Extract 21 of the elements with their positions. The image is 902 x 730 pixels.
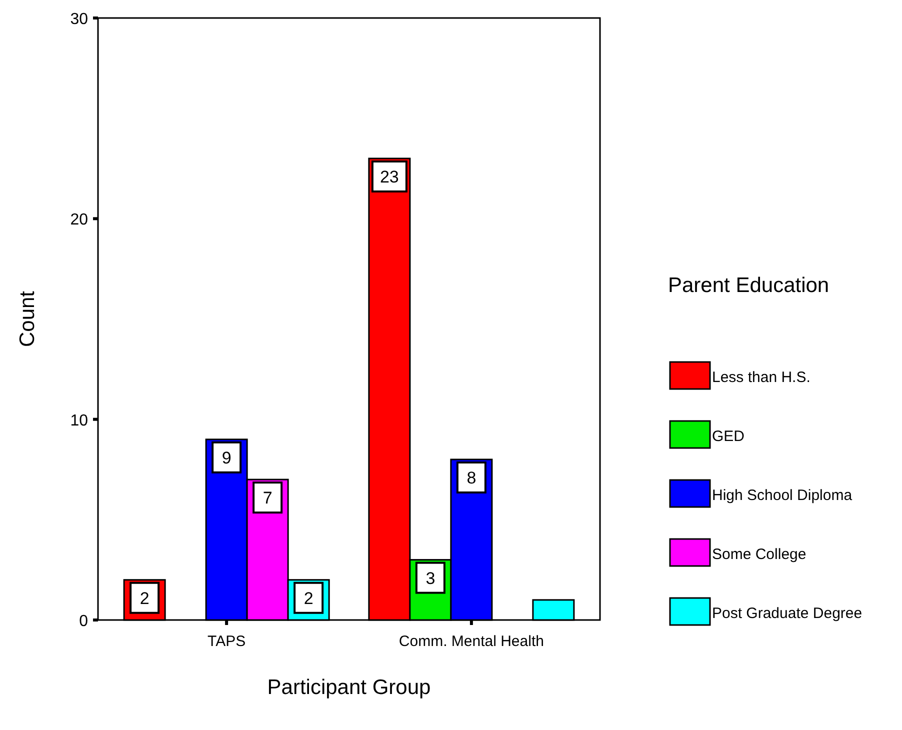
- y-tick-label: 0: [79, 613, 88, 630]
- legend-label: High School Diploma: [712, 487, 853, 504]
- data-label: 7: [262, 488, 272, 508]
- y-axis-title: Count: [16, 290, 39, 348]
- y-tick-label: 10: [70, 412, 88, 430]
- legend-label: Some College: [712, 546, 806, 563]
- data-label: 8: [466, 468, 476, 488]
- x-axis-title: Participant Group: [267, 676, 431, 699]
- y-tick-label: 20: [70, 212, 88, 229]
- data-label: 23: [380, 167, 399, 186]
- data-label: 2: [140, 588, 150, 608]
- x-tick-label: TAPS: [208, 633, 246, 650]
- legend-label: Post Graduate Degree: [712, 605, 862, 622]
- data-label: 3: [426, 568, 436, 588]
- x-tick-label: Comm. Mental Health: [398, 633, 544, 650]
- data-label: 9: [222, 448, 232, 468]
- legend-label: Less than H.S.: [712, 369, 810, 386]
- y-tick-label: 30: [70, 11, 88, 28]
- legend-title: Parent Education: [668, 274, 830, 297]
- legend-label: GED: [712, 428, 745, 445]
- data-label: 2: [304, 588, 314, 608]
